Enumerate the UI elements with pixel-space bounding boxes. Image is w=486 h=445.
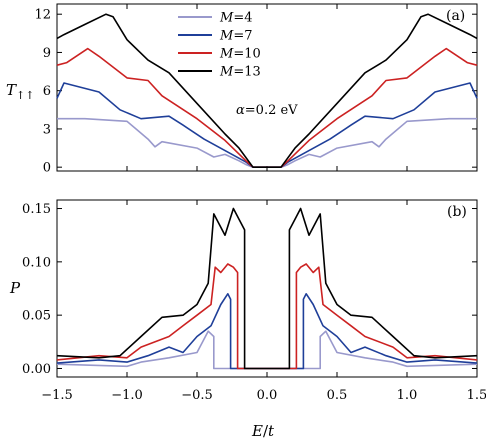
panel-b-ylabel: P xyxy=(9,279,21,297)
x-tick-label: 0.0 xyxy=(257,388,278,403)
x-tick-label: 0.5 xyxy=(327,388,348,403)
panel-a-series-m7-line xyxy=(56,82,478,168)
panel-b-series-m10-line xyxy=(56,263,478,370)
panel-a-label: (a) xyxy=(446,8,465,24)
panel-a-ytick-label: 12 xyxy=(34,8,51,23)
legend-label-m7: M=7 xyxy=(219,29,252,44)
x-tick-label: 1.0 xyxy=(397,388,418,403)
legend: M=4 M=7 M=10 M=13 xyxy=(178,11,261,80)
x-tick-label: 1.5 xyxy=(467,388,486,403)
alpha-annotation: α=0.2 eV xyxy=(236,103,298,118)
panel-a-ytick-label: 0 xyxy=(43,161,51,176)
panel-a-ytick-label: 3 xyxy=(43,122,51,137)
panel-b-ytick-label: 0.05 xyxy=(22,309,51,324)
panel-b: −1.5 −1.0 −0.5 0.0 0.5 1.0 1.5 0.00 0.05 0.10 0.15… xyxy=(9,199,486,440)
panel-a-ytick-label: 9 xyxy=(43,46,51,61)
panel-b-ytick-label: 0.10 xyxy=(22,255,51,270)
panel-b-ytick-label: 0.00 xyxy=(22,362,51,377)
panel-a-series-m4-line xyxy=(57,117,477,168)
panel-a-ytick-label: 6 xyxy=(43,84,51,99)
x-tick-label: −1.0 xyxy=(111,388,143,403)
panel-b-series-m4-line xyxy=(56,330,478,370)
panel-b-series-m13-line xyxy=(56,207,478,370)
x-tick-label: −0.5 xyxy=(181,388,213,403)
panel-a-series-m13-line xyxy=(56,13,478,168)
panel-b-frame xyxy=(56,199,478,378)
legend-label-m4: M=4 xyxy=(219,11,252,26)
panel-a-ylabel: T↑↑ xyxy=(6,81,34,102)
x-axis-label: E/t xyxy=(251,422,275,440)
legend-label-m13: M=13 xyxy=(219,65,261,80)
x-tick-label: −1.5 xyxy=(41,388,73,403)
panel-b-ytick-label: 0.15 xyxy=(22,202,51,217)
panel-b-label: (b) xyxy=(447,204,467,220)
panel-a: 0 3 6 9 12 T↑↑ (a) α=0.2 eV M=4 M=7 M=10 M=13 xyxy=(6,3,478,176)
legend-label-m10: M=10 xyxy=(219,47,261,62)
